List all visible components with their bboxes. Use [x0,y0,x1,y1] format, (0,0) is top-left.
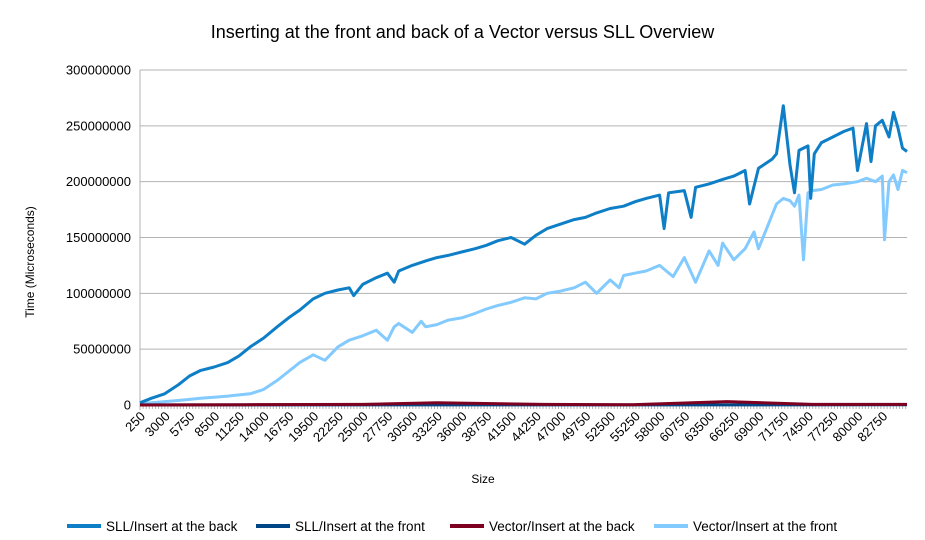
series-lines [139,104,908,407]
series-line-2 [139,400,907,407]
x-tick-label: 5750 [167,409,198,440]
legend-swatch [256,524,290,529]
legend-swatch [450,524,484,529]
series-line-3 [139,169,908,406]
x-tick-labels: 2503000575085001125014000167501950022250… [122,409,890,445]
series-line-0 [139,104,908,405]
legend-label: Vector/Insert at the back [489,519,635,534]
y-tick-label: 250000000 [66,118,131,133]
legend-label: SLL/Insert at the front [295,519,425,534]
legend: SLL/Insert at the back SLL/Insert at the … [0,519,925,537]
legend-swatch [654,524,688,529]
y-tick-label: 100000000 [66,286,131,301]
y-tick-labels: 0 50000000 100000000 150000000 200000000 2500… [66,63,131,413]
y-tick-label: 150000000 [66,230,131,245]
y-tick-label: 300000000 [66,63,131,78]
y-tick-label: 200000000 [66,174,131,189]
legend-label: Vector/Insert at the front [693,519,838,534]
chart-title: Inserting at the front and back of a Vec… [210,22,715,42]
x-axis-title: Size [471,472,495,486]
gridlines [139,69,907,410]
y-axis-title: Time (Microseconds) [23,206,37,318]
legend-item: Vector/Insert at the front [654,519,837,534]
legend-label: SLL/Insert at the back [106,519,238,534]
y-tick-label: 0 [124,398,131,413]
legend-item: Vector/Insert at the back [450,519,635,534]
x-tick-label: 3000 [142,409,173,440]
legend-item: SLL/Insert at the back [67,519,237,534]
legend-item: SLL/Insert at the front [256,519,425,534]
y-tick-label: 50000000 [73,342,131,357]
legend-swatch [67,524,101,529]
